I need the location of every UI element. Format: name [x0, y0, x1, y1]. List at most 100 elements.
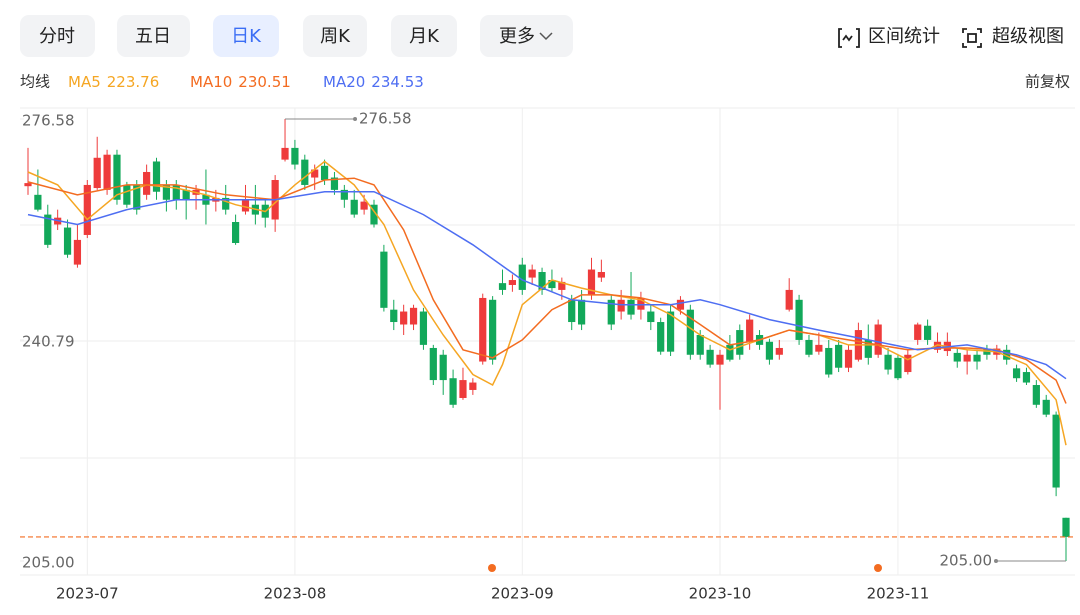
legend: MA5 223.76 MA10 230.51 MA20 234.53	[68, 73, 424, 91]
candle-body	[222, 197, 230, 210]
candle-body	[133, 184, 141, 210]
max-label: 276.58	[359, 110, 412, 128]
x-tick-label: 2023-07	[56, 585, 119, 603]
candle-body	[726, 344, 734, 360]
candle-body	[874, 324, 882, 355]
candle-body	[241, 199, 250, 212]
tab[interactable]	[480, 15, 573, 57]
range-icon[interactable]	[838, 28, 860, 48]
legend-entry: MA10 230.51	[190, 73, 291, 91]
candle-body	[933, 341, 942, 350]
candle-body	[350, 199, 358, 215]
tab-label[interactable]: 分时	[39, 26, 75, 47]
tab[interactable]	[20, 15, 95, 57]
tab[interactable]	[303, 15, 367, 57]
min-dot	[994, 559, 998, 563]
legend-value: 223.76	[107, 73, 160, 91]
candle-body	[775, 347, 783, 355]
view-icon[interactable]	[967, 33, 977, 43]
candle-body	[103, 154, 111, 190]
event-dot	[874, 564, 882, 572]
candle-body	[627, 299, 635, 315]
candle-body	[232, 221, 240, 243]
legend-name: MA5	[68, 73, 101, 91]
tab-selected[interactable]	[213, 15, 279, 57]
legend-name: MA20	[323, 73, 365, 91]
toolbar: 分时 五日 日K 周K 月K 更多 区间统计 超级视图	[20, 15, 1064, 57]
tool-label[interactable]: 区间统计	[868, 26, 940, 47]
candle-body	[508, 280, 516, 285]
y-tick-label: 276.58	[22, 112, 75, 130]
tab-label[interactable]: 日K	[231, 26, 262, 47]
candle-body	[83, 184, 91, 235]
view-icon[interactable]	[962, 28, 982, 48]
candle-body	[765, 341, 774, 360]
candle-body	[498, 283, 507, 290]
candle-body	[44, 214, 52, 245]
candle-body	[1022, 372, 1031, 383]
candle-body	[706, 349, 714, 365]
candle-body	[647, 311, 655, 323]
candle-body	[568, 299, 576, 323]
candle-body	[419, 311, 428, 345]
tab[interactable]	[117, 15, 190, 57]
candle-body	[894, 357, 902, 379]
tab-label[interactable]: 周K	[320, 26, 351, 47]
candle-body	[449, 378, 457, 405]
candle-body	[607, 299, 615, 325]
candle-body	[93, 157, 101, 189]
candle-body	[825, 347, 833, 375]
tool-label[interactable]: 超级视图	[992, 26, 1064, 47]
candle-body	[330, 177, 339, 190]
candle-body	[746, 319, 754, 342]
candle-body	[686, 309, 694, 355]
legend-entry: MA20 234.53	[323, 73, 424, 91]
tab-label[interactable]: 更多	[499, 26, 535, 47]
candle-body	[963, 354, 971, 362]
candle-body	[123, 184, 131, 205]
candle-body	[1003, 349, 1011, 360]
candle-body	[924, 325, 932, 340]
candle-body	[390, 309, 398, 323]
candle-body	[815, 344, 823, 352]
candle-body	[400, 311, 408, 325]
candle-body	[548, 280, 556, 289]
candle-body	[291, 147, 299, 165]
candle-body	[528, 269, 536, 278]
x-tick-label: 2023-10	[689, 585, 752, 603]
candle-body	[637, 297, 645, 310]
event-dot	[488, 564, 496, 572]
candle-body	[904, 354, 912, 373]
x-tick-label: 2023-11	[867, 585, 930, 603]
candle-body	[538, 272, 546, 290]
candle-body	[320, 165, 329, 181]
candle-body	[1032, 385, 1040, 405]
candle-body	[716, 354, 724, 365]
tab[interactable]	[391, 15, 457, 57]
candle-body	[676, 299, 685, 310]
tab-label[interactable]: 五日	[135, 26, 171, 47]
candle-body	[696, 334, 704, 355]
candle-body	[311, 169, 319, 178]
candle-body	[835, 344, 843, 368]
candle-body	[489, 299, 497, 360]
adjust-mode[interactable]: 前复权	[1025, 73, 1070, 91]
candle-body	[63, 227, 72, 255]
candle-body	[666, 311, 675, 352]
candle-body	[459, 380, 467, 398]
min-label: 205.00	[940, 552, 993, 570]
candle-body	[785, 289, 793, 310]
candle-body	[805, 339, 813, 355]
candle-body	[380, 251, 388, 308]
candle-body	[1052, 414, 1060, 488]
candle-body	[73, 239, 82, 265]
candle-body	[597, 272, 605, 278]
ma-line	[27, 190, 1067, 380]
candle-body	[360, 201, 368, 210]
candle-body	[340, 189, 348, 200]
candle-body	[162, 184, 170, 200]
legend-entry: MA5 223.76	[68, 73, 159, 91]
candle-body	[281, 147, 289, 160]
tab-label[interactable]: 月K	[409, 26, 440, 47]
